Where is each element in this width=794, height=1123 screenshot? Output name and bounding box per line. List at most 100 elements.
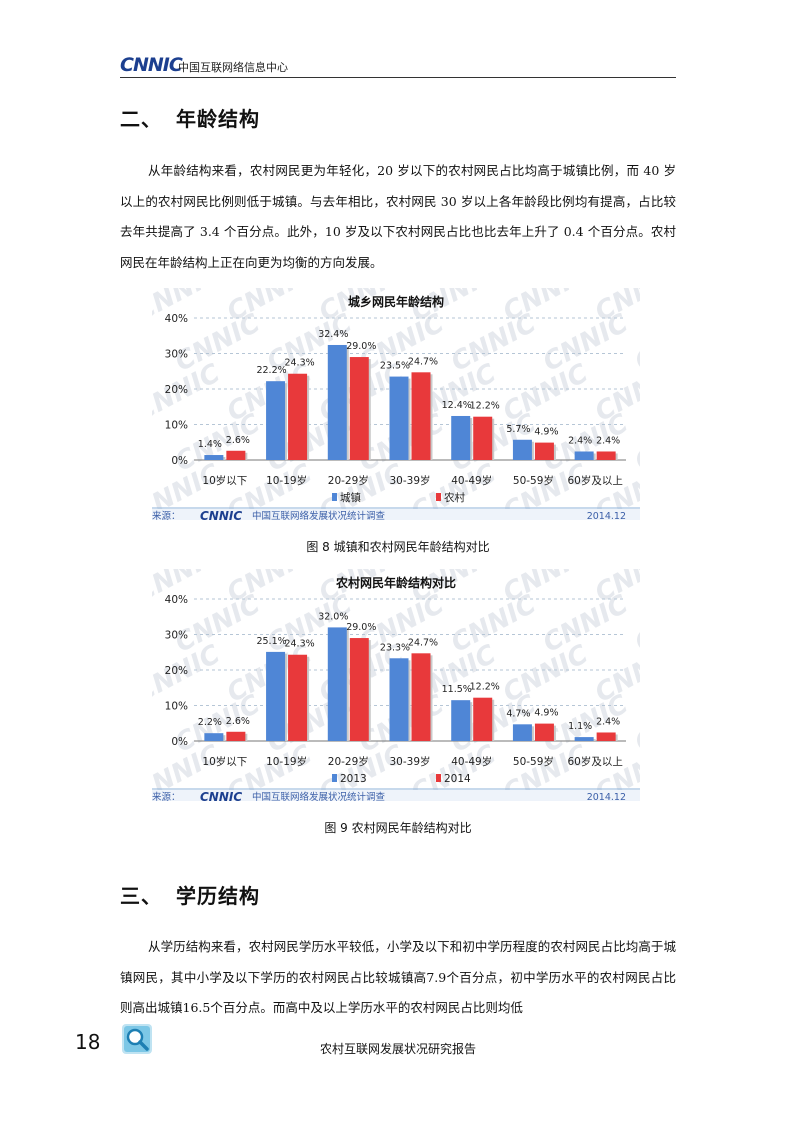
- chart-title: 城乡网民年龄结构: [348, 294, 444, 309]
- section-title-education: 三、 学历结构: [120, 880, 260, 909]
- data-label: 12.2%: [470, 401, 500, 412]
- source-label: 来源：: [152, 792, 181, 801]
- x-tick-label: 30-39岁: [389, 474, 430, 487]
- x-tick-label: 60岁及以上: [567, 755, 622, 768]
- y-tick-label: 10%: [165, 701, 188, 713]
- chart-svg: 城乡网民年龄结构 0% 10% 20% 30% 40% 1.4% 2.6% 10岁以下 22.2%…: [152, 294, 640, 520]
- bar: [596, 451, 616, 460]
- legend-label: 2014: [444, 773, 471, 785]
- bar: [266, 381, 286, 460]
- x-tick-label: 40-49岁: [451, 474, 492, 487]
- data-label: 4.7%: [506, 708, 530, 719]
- legend-label: 2013: [340, 773, 367, 785]
- section-number: 二、: [120, 107, 162, 131]
- x-tick-label: 10岁以下: [202, 755, 247, 768]
- source-date: 2014.12: [587, 792, 626, 801]
- data-label: 24.3%: [284, 358, 314, 369]
- paragraph-education: 从学历结构来看，农村网民学历水平较低，小学及以下和初中学历程度的农村网民占比均高…: [120, 939, 676, 1015]
- bar: [204, 455, 224, 460]
- x-tick-label: 40-49岁: [451, 755, 492, 768]
- data-label: 23.3%: [380, 642, 410, 653]
- chart-title: 农村网民年龄结构对比: [335, 575, 456, 590]
- data-label: 22.2%: [256, 365, 286, 376]
- data-label: 2.4%: [596, 716, 620, 727]
- x-tick-label: 50-59岁: [513, 755, 554, 768]
- data-label: 5.7%: [506, 424, 530, 435]
- legend-swatch: [332, 493, 337, 501]
- data-label: 25.1%: [256, 636, 286, 647]
- bar: [512, 724, 532, 741]
- bar: [574, 451, 594, 460]
- x-tick-label: 60岁及以上: [567, 474, 622, 487]
- data-label: 29.0%: [346, 622, 376, 633]
- data-label: 1.1%: [568, 721, 592, 732]
- y-tick-label: 40%: [165, 594, 188, 606]
- data-label: 32.4%: [318, 329, 348, 340]
- bar: [512, 439, 532, 460]
- x-tick-label: 20-29岁: [328, 755, 369, 768]
- legend-label: 农村: [444, 491, 465, 504]
- bar: [451, 700, 471, 741]
- bar: [266, 651, 286, 741]
- data-label: 29.0%: [346, 341, 376, 352]
- paragraph-age: 从年龄结构来看，农村网民更为年轻化，20 岁以下的农村网民占比均高于城镇比例，而…: [120, 163, 676, 270]
- data-label: 4.9%: [534, 708, 558, 719]
- data-label: 2.4%: [568, 435, 592, 446]
- bar: [226, 450, 246, 460]
- data-label: 24.7%: [408, 356, 438, 367]
- chart-rural-age-compare: CNNIC CNNIC CNNIC CNNIC CNNIC CNNIC CNNIC CNNIC…: [152, 569, 640, 801]
- bar: [389, 376, 409, 460]
- x-tick-label: 10-19岁: [266, 755, 307, 768]
- data-label: 2.2%: [198, 717, 222, 728]
- bar: [226, 731, 246, 741]
- data-label: 2.6%: [226, 435, 250, 446]
- x-tick-label: 10岁以下: [202, 474, 247, 487]
- bar: [596, 732, 616, 741]
- source-band: [152, 790, 640, 801]
- header-org-name: 中国互联网络信息中心: [178, 61, 288, 74]
- y-tick-label: 20%: [165, 384, 188, 396]
- chart-svg: 农村网民年龄结构对比 0% 10% 20% 30% 40% 2.2% 2.6% 10岁以下 25.…: [152, 575, 640, 801]
- data-label: 12.4%: [442, 400, 472, 411]
- data-label: 11.5%: [442, 684, 472, 695]
- bar: [534, 723, 554, 741]
- y-tick-label: 40%: [165, 313, 188, 325]
- source-logo: CNNIC: [200, 509, 242, 520]
- source-band: [152, 509, 640, 520]
- source-org: 中国互联网络发展状况统计调查: [252, 510, 386, 520]
- bar: [349, 638, 369, 741]
- data-label: 24.3%: [284, 639, 314, 650]
- bar: [534, 442, 554, 460]
- y-tick-label: 10%: [165, 420, 188, 432]
- legend-swatch: [436, 774, 441, 782]
- source-label: 来源：: [152, 511, 181, 520]
- bar: [288, 373, 308, 460]
- bar: [411, 372, 431, 460]
- chart-urban-rural-age: CNNIC CNNIC CNNIC CNNIC CNNIC CNNIC CNNIC CNNIC…: [152, 288, 640, 520]
- bar: [327, 627, 347, 741]
- data-label: 23.5%: [380, 361, 410, 372]
- y-tick-label: 20%: [165, 665, 188, 677]
- legend-swatch: [332, 774, 337, 782]
- bar: [327, 344, 347, 460]
- data-label: 24.7%: [408, 637, 438, 648]
- bar: [288, 654, 308, 741]
- data-label: 32.0%: [318, 611, 348, 622]
- bar: [389, 658, 409, 741]
- bar: [574, 737, 594, 741]
- y-tick-label: 30%: [165, 630, 188, 642]
- legend-label: 城镇: [340, 491, 361, 504]
- legend-swatch: [436, 493, 441, 501]
- page-header: CNNIC 中国互联网络信息中心: [120, 50, 676, 78]
- y-tick-label: 0%: [171, 455, 188, 467]
- page-number: 18: [75, 1030, 101, 1054]
- x-tick-label: 20-29岁: [328, 474, 369, 487]
- section-heading: 学历结构: [176, 884, 260, 908]
- figure-caption: 图 8 城镇和农村网民年龄结构对比: [306, 540, 490, 554]
- x-tick-label: 30-39岁: [389, 755, 430, 768]
- bar: [349, 357, 369, 460]
- bar: [473, 697, 493, 741]
- data-label: 2.6%: [226, 716, 250, 727]
- figure-caption: 图 9 农村网民年龄结构对比: [324, 821, 472, 835]
- data-label: 2.4%: [596, 435, 620, 446]
